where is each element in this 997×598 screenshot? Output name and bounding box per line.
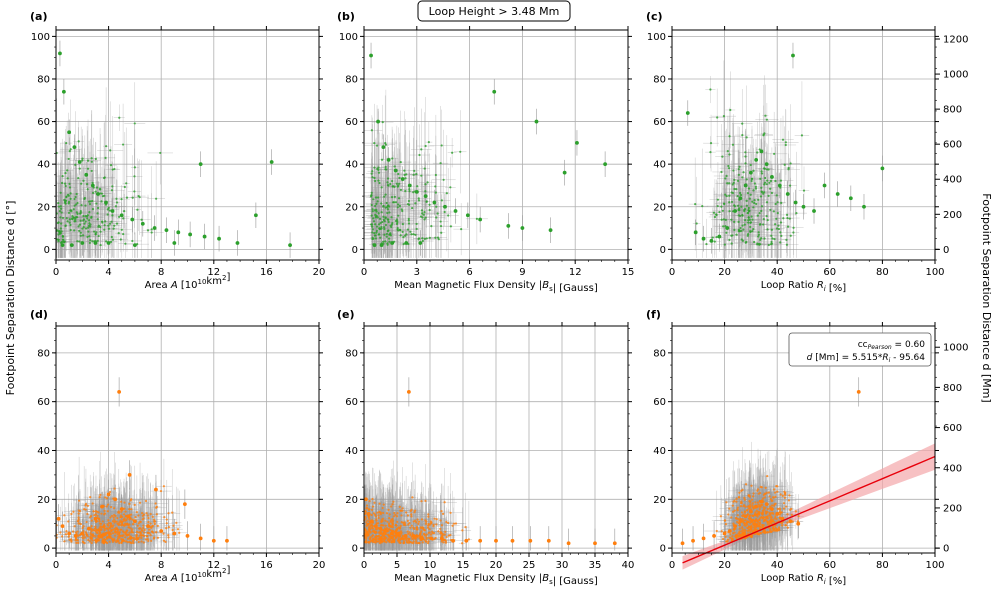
data-point xyxy=(82,179,85,182)
data-point xyxy=(131,239,134,243)
data-point xyxy=(61,175,64,178)
points-layer xyxy=(55,51,885,546)
data-point xyxy=(90,157,93,160)
data-point xyxy=(103,194,106,197)
data-point xyxy=(78,240,81,243)
data-point xyxy=(69,197,72,200)
data-point xyxy=(110,189,114,192)
data-point xyxy=(94,190,97,193)
data-point xyxy=(88,202,92,206)
data-point xyxy=(111,185,114,188)
data-point xyxy=(155,197,158,200)
data-point xyxy=(82,214,85,218)
data-point xyxy=(86,188,89,191)
data-point xyxy=(133,175,136,178)
data-point xyxy=(79,211,82,214)
data-point xyxy=(108,209,111,212)
data-point xyxy=(84,227,88,230)
data-point xyxy=(133,190,136,193)
data-point xyxy=(96,206,100,210)
data-point xyxy=(106,208,109,211)
fit-confidence-band xyxy=(682,443,935,570)
data-point xyxy=(122,217,125,220)
data-point xyxy=(90,169,93,173)
data-point xyxy=(82,226,85,229)
data-point xyxy=(111,238,115,241)
data-point xyxy=(99,243,102,247)
data-point xyxy=(87,230,90,233)
data-point xyxy=(80,182,83,185)
data-point xyxy=(88,241,91,245)
data-point xyxy=(96,239,99,242)
data-point xyxy=(74,195,77,199)
data-point xyxy=(75,203,78,206)
data-point xyxy=(111,214,114,217)
data-point xyxy=(67,157,70,161)
data-point xyxy=(69,228,72,232)
data-point xyxy=(120,197,123,201)
data-point xyxy=(150,231,153,234)
data-point xyxy=(90,160,93,163)
data-point xyxy=(120,228,123,231)
data-point xyxy=(114,205,118,208)
data-point xyxy=(77,177,80,180)
data-point xyxy=(66,177,69,180)
data-point xyxy=(79,234,82,237)
data-point xyxy=(59,232,62,235)
data-point xyxy=(60,230,63,233)
data-point xyxy=(106,213,109,216)
data-point xyxy=(86,235,89,239)
data-point xyxy=(122,232,125,236)
data-point xyxy=(65,217,68,220)
fit-band-layer xyxy=(682,443,935,570)
data-point xyxy=(57,201,60,205)
data-point xyxy=(119,238,122,241)
data-point xyxy=(91,181,94,184)
data-point xyxy=(123,185,126,189)
grid-layer xyxy=(55,30,936,553)
data-point xyxy=(78,167,81,170)
data-point xyxy=(69,223,72,227)
data-point xyxy=(81,159,84,162)
data-point xyxy=(77,140,80,143)
data-point xyxy=(79,209,82,213)
